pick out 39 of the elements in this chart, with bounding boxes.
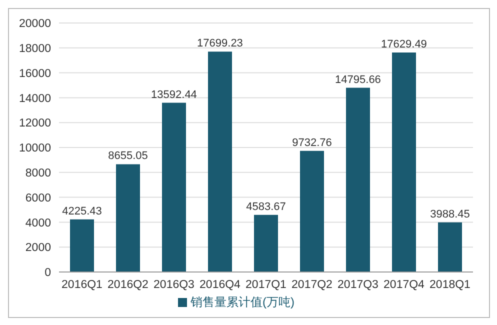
x-tick-label: 2017Q4 bbox=[384, 279, 426, 292]
bar bbox=[70, 219, 94, 272]
legend-label: 销售量累计值(万吨) bbox=[190, 295, 294, 309]
y-tick-label: 14000 bbox=[19, 92, 51, 105]
x-tick-label: 2016Q3 bbox=[154, 279, 194, 292]
bar bbox=[254, 214, 278, 272]
x-tick-label: 2017Q3 bbox=[338, 279, 378, 292]
x-tick-label: 2016Q2 bbox=[108, 279, 148, 292]
y-tick-label: 4000 bbox=[25, 217, 51, 230]
x-tick-label: 2017Q1 bbox=[246, 279, 286, 292]
y-tick-label: 6000 bbox=[25, 192, 51, 204]
data-label: 4583.67 bbox=[246, 200, 286, 213]
y-tick-label: 10000 bbox=[19, 142, 51, 155]
y-tick-label: 20000 bbox=[19, 18, 51, 30]
y-tick-label: 16000 bbox=[19, 68, 51, 80]
y-tick-label: 0 bbox=[44, 267, 51, 280]
bar bbox=[346, 88, 370, 272]
data-label: 13592.44 bbox=[151, 88, 197, 101]
y-tick-label: 12000 bbox=[19, 118, 51, 130]
data-label: 9732.76 bbox=[292, 136, 332, 149]
data-label: 17629.49 bbox=[381, 38, 427, 51]
data-label: 4225.43 bbox=[62, 205, 102, 218]
bar bbox=[116, 164, 140, 272]
bar bbox=[162, 102, 186, 272]
bar bbox=[438, 222, 462, 272]
x-tick-label: 2017Q2 bbox=[292, 279, 332, 292]
y-tick-label: 2000 bbox=[25, 242, 51, 254]
x-tick-label: 2016Q4 bbox=[200, 279, 242, 292]
x-tick-label: 2018Q1 bbox=[430, 279, 470, 292]
y-tick-label: 18000 bbox=[19, 42, 51, 55]
bar bbox=[208, 52, 232, 272]
data-label: 17699.23 bbox=[197, 38, 243, 50]
bar bbox=[392, 52, 416, 272]
data-label: 8655.05 bbox=[108, 150, 148, 162]
y-tick-label: 8000 bbox=[25, 167, 51, 180]
bar bbox=[300, 150, 324, 272]
data-label: 3988.45 bbox=[430, 208, 470, 220]
x-tick-label: 2016Q1 bbox=[62, 279, 102, 292]
data-label: 14795.66 bbox=[335, 74, 381, 86]
